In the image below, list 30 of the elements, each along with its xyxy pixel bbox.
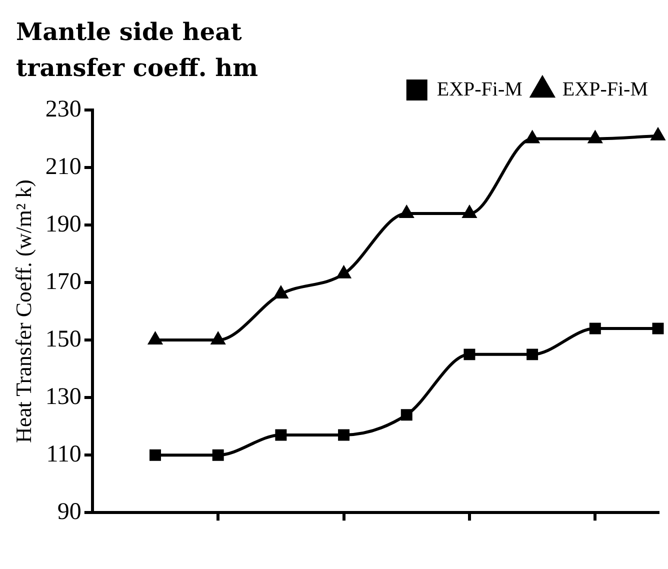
point bbox=[211, 332, 225, 345]
y-tick-label: 150 bbox=[45, 326, 82, 352]
point bbox=[274, 286, 288, 299]
point bbox=[464, 348, 476, 360]
chart-title: Mantle side heat transfer coeff. hm bbox=[16, 16, 259, 84]
y-axis-title: Heat Transfer Coeff. (w/m² k) bbox=[10, 180, 36, 444]
point bbox=[651, 128, 665, 140]
point bbox=[400, 206, 414, 218]
point bbox=[462, 206, 476, 218]
point bbox=[526, 348, 538, 360]
point bbox=[400, 409, 412, 421]
y-tick-label: 210 bbox=[45, 154, 82, 180]
point bbox=[148, 332, 162, 345]
point bbox=[652, 322, 664, 334]
point bbox=[337, 266, 350, 278]
y-tick-label: 230 bbox=[45, 96, 82, 122]
y-tick-label: 130 bbox=[45, 384, 82, 410]
point bbox=[338, 429, 350, 441]
point bbox=[212, 449, 224, 461]
y-tick-label: 110 bbox=[46, 441, 82, 468]
point bbox=[275, 429, 287, 441]
legend-label: EXP-Fi-M bbox=[562, 78, 648, 100]
legend-label: EXP-Fi-M bbox=[436, 78, 523, 100]
y-tick-label: 190 bbox=[45, 211, 82, 238]
point bbox=[150, 449, 161, 461]
y-tick-label: 90 bbox=[57, 498, 82, 525]
point bbox=[588, 131, 602, 144]
point bbox=[526, 131, 540, 144]
y-tick-label: 170 bbox=[45, 268, 82, 295]
point bbox=[589, 322, 601, 334]
